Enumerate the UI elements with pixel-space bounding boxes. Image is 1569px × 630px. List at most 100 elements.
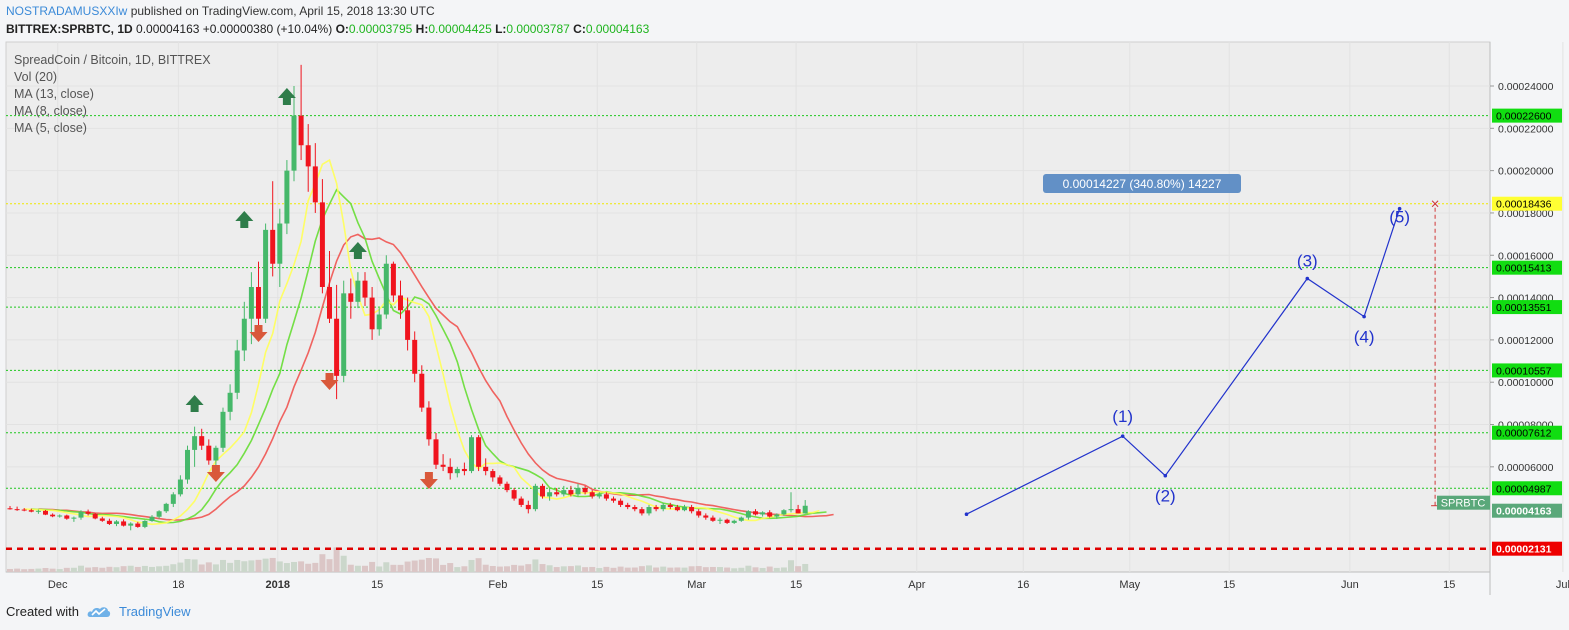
legend-ma8[interactable]: MA (8, close) xyxy=(14,104,87,118)
candle-body xyxy=(28,510,34,512)
author-link[interactable]: NOSTRADAMUSXXIw xyxy=(6,4,128,18)
candle xyxy=(490,468,496,482)
candle xyxy=(710,515,716,522)
candle-body xyxy=(71,517,77,519)
legend-ma5[interactable]: MA (5, close) xyxy=(14,121,87,135)
time-tick-label: 2018 xyxy=(266,579,290,591)
level-price-tag xyxy=(1492,196,1562,211)
volume-bar xyxy=(475,558,482,572)
volume-bar xyxy=(390,564,397,572)
tradingview-link[interactable]: TradingView xyxy=(118,604,191,619)
volume-bar xyxy=(681,567,688,572)
published-text: published on TradingView.com, April 15, … xyxy=(127,4,435,18)
candle-body xyxy=(319,202,325,287)
candle-body xyxy=(192,436,198,450)
level-price-tag xyxy=(1492,108,1562,123)
legend-vol[interactable]: Vol (20) xyxy=(14,70,58,84)
current-price-tag xyxy=(1492,503,1562,518)
candle xyxy=(717,517,723,524)
volume-bar xyxy=(333,547,340,572)
low-label: L: xyxy=(495,22,507,36)
candle xyxy=(234,339,240,400)
candle-body xyxy=(568,490,574,495)
measure-label-box xyxy=(1043,174,1241,193)
candle-body xyxy=(419,373,425,408)
volume-bar xyxy=(766,566,773,572)
volume-bar xyxy=(589,566,596,572)
price-tick-label: 0.00020000 xyxy=(1498,166,1554,178)
candle xyxy=(632,504,638,512)
volume-bar xyxy=(709,566,716,572)
time-tick-label: 15 xyxy=(1443,579,1455,591)
candle xyxy=(21,508,27,512)
volume-bar xyxy=(340,555,347,572)
candle xyxy=(447,458,453,480)
volume-bar xyxy=(7,568,13,572)
candle xyxy=(575,483,581,497)
volume-bar xyxy=(35,568,42,572)
volume-bar xyxy=(518,565,525,572)
volume-bar xyxy=(198,564,205,572)
candle xyxy=(263,223,269,323)
candle-body xyxy=(114,521,119,524)
candle-body xyxy=(745,511,751,518)
candle-body xyxy=(390,263,396,296)
time-tick-label: 15 xyxy=(1223,579,1235,591)
candle xyxy=(760,511,766,517)
volume-bar xyxy=(319,554,326,572)
volume-bar xyxy=(610,567,617,572)
candle-body xyxy=(440,464,446,467)
candle xyxy=(781,509,787,516)
volume-bar xyxy=(312,562,319,572)
candle xyxy=(177,475,183,497)
candle-body xyxy=(618,500,624,505)
candle xyxy=(348,278,354,319)
candle xyxy=(256,261,261,330)
candle-body xyxy=(525,504,531,510)
candle-body xyxy=(85,511,91,514)
candle xyxy=(199,428,205,450)
candle xyxy=(369,286,375,340)
candle xyxy=(483,458,489,476)
candle xyxy=(724,518,730,524)
time-tick-label: May xyxy=(1119,579,1140,591)
candle xyxy=(390,261,396,302)
candle xyxy=(213,445,219,467)
candle-body xyxy=(199,436,205,446)
volume-bar xyxy=(21,569,28,572)
volume-bar xyxy=(85,567,92,572)
buy-arrow-icon xyxy=(235,211,254,228)
time-tick-label: Jul xyxy=(1556,579,1569,591)
candle xyxy=(57,514,63,518)
candle-body xyxy=(213,447,219,461)
candle xyxy=(192,426,198,467)
level-price-tag xyxy=(1492,260,1562,275)
volume-bar xyxy=(99,567,106,572)
candle-body xyxy=(532,485,538,510)
candle-body xyxy=(248,286,254,319)
volume-bar xyxy=(376,566,383,572)
candle xyxy=(653,504,659,512)
candle-body xyxy=(788,509,794,511)
candle xyxy=(795,504,801,514)
candle xyxy=(518,496,524,508)
candle xyxy=(142,520,148,529)
candle xyxy=(440,454,446,472)
volume-bar xyxy=(369,561,376,572)
candle xyxy=(92,512,98,520)
volume-bar xyxy=(411,560,418,572)
candle xyxy=(85,509,91,516)
volume-bar xyxy=(205,562,212,572)
sell-arrow-icon xyxy=(320,373,339,390)
legend-ma13[interactable]: MA (13, close) xyxy=(14,87,94,101)
volume-bar xyxy=(745,565,752,572)
volume-bar xyxy=(127,565,134,572)
buy-arrow-icon xyxy=(348,242,367,259)
candle-body xyxy=(277,223,283,264)
candle-body xyxy=(696,511,702,516)
volume-bar xyxy=(397,564,404,572)
wave-point xyxy=(1305,276,1310,281)
volume-bar xyxy=(603,566,610,572)
volume-bar xyxy=(646,565,652,572)
